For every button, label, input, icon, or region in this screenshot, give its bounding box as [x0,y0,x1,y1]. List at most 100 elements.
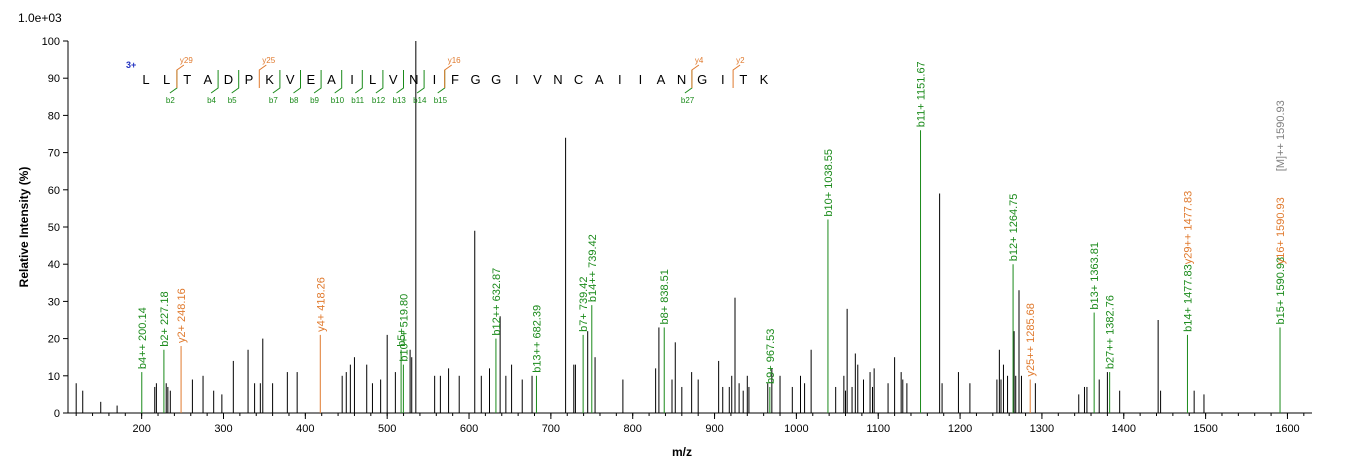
y-tick-label: 50 [48,222,60,234]
peak-label: [M]++ 1590.93 [1275,100,1287,171]
x-tick-label: 1500 [1193,423,1217,435]
sequence-residue: K [265,72,274,87]
y-tick-label: 100 [42,36,60,48]
x-tick-label: 600 [460,423,478,435]
peak-label: b10+ 1038.55 [823,149,835,217]
b-ion-label: b2 [166,96,175,105]
x-tick-label: 1400 [1112,423,1136,435]
sequence-residue: C [574,72,583,87]
sequence-residue: N [553,72,562,87]
y-tick-label: 70 [48,148,60,160]
sequence-residue: I [515,72,519,87]
b-ion-marker [355,70,363,94]
sequence-residue: L [142,72,149,87]
sequence-residue: K [760,72,769,87]
sequence-residue: G [471,72,481,87]
sequence-residue: E [306,72,315,87]
b-ion-label: b10 [331,96,345,105]
b-ion-marker [293,70,301,94]
sequence-residue: A [595,72,604,87]
b-ion-label: b13 [393,96,407,105]
b-ion-label: b8 [290,96,299,105]
b-ion-marker [416,70,425,94]
sequence-residue: N [677,72,686,87]
peak-label: b2+ 227.18 [159,291,171,346]
b-ion-label: b15 [434,96,448,105]
b-ion-marker [313,70,322,94]
b-ion-label: b27 [681,96,695,105]
peak-label: b7+ 739.42 [578,277,590,332]
y-axis-title: Relative Intensity (%) [17,167,31,288]
x-tick-label: 1300 [1030,423,1054,435]
b-ion-marker [169,70,178,94]
y-tick-label: 40 [48,259,60,271]
sequence-residue: I [350,72,354,87]
y-ion-marker [732,64,741,88]
x-tick-label: 500 [378,423,396,435]
b-ion-marker [437,70,446,94]
peak-label: y2+ 248.16 [176,288,188,343]
x-tick-label: 1200 [948,423,972,435]
y-ion-label: y25 [262,56,275,65]
y-tick-label: 80 [48,110,60,122]
sequence-residue: N [409,72,418,87]
peak-label: b5+ [396,328,408,347]
y-ion-marker [444,64,452,88]
b-ion-marker [375,70,384,94]
b-ion-label: b7 [269,96,278,105]
peak-label: y29++ 1477.83 [1182,191,1194,264]
peak-label: y16+ 1590.93 [1275,197,1287,264]
x-tick-label: 1000 [784,423,808,435]
x-tick-label: 400 [296,423,314,435]
sequence-residue: I [721,72,725,87]
sequence-residue: F [451,72,459,87]
peak-label: b14+ 1477.83 [1182,264,1194,332]
peak-label: b12+ 1264.75 [1008,194,1020,262]
sequence-residue: T [183,72,191,87]
intensity-scale-label: 1.0e+03 [18,11,62,25]
sequence-residue: I [433,72,437,87]
b-ion-label: b12 [372,96,386,105]
b-ion-marker [231,70,240,94]
peak-label: b4++ 200.14 [137,307,149,369]
sequence-residue: I [639,72,643,87]
x-tick-label: 700 [542,423,560,435]
y-ion-marker [258,64,267,88]
x-tick-label: 1100 [866,423,890,435]
y-ion-label: y2 [736,56,745,65]
sequence-residue: L [163,72,170,87]
b-ion-label: b4 [207,96,216,105]
x-axis-title: m/z [672,445,692,459]
y-ion-label: y29 [180,56,193,65]
b-ion-marker [272,70,281,94]
sequence-residue: A [203,72,212,87]
x-tick-label: 1600 [1275,423,1299,435]
b-ion-marker [396,70,404,94]
b-ion-label: b9 [310,96,319,105]
sequence-residue: A [657,72,666,87]
b-ion-marker [334,70,343,94]
sequence-residue: G [697,72,707,87]
y-tick-label: 60 [48,185,60,197]
b-ion-marker [210,70,219,94]
x-tick-label: 800 [624,423,642,435]
peak-label: b11+ 1151.67 [916,61,928,127]
peak-label: b12++ 632.87 [491,268,503,336]
axes: 0 10 20 30 40 50 60 70 80 90 100 200 300 400 500 600 700… [42,36,1312,435]
y-tick-label: 90 [48,73,60,85]
b-ion-label: b14 [413,96,427,105]
peak-label: b14++ 739.42 [587,234,599,302]
charge-state-label: 3+ [126,60,136,70]
sequence-residue: P [245,72,254,87]
peak-label: b27++ 1382.76 [1105,295,1117,369]
sequence-residue: T [739,72,747,87]
peak-label: b8+ 838.51 [659,269,671,324]
sequence-residue: L [369,72,376,87]
y-ion-marker [176,64,185,88]
x-tick-label: 300 [214,423,232,435]
y-ion-label: y4 [695,56,704,65]
x-tick-label: 200 [132,423,150,435]
b-ion-label: b5 [228,96,237,105]
y-ion-marker [691,64,700,88]
